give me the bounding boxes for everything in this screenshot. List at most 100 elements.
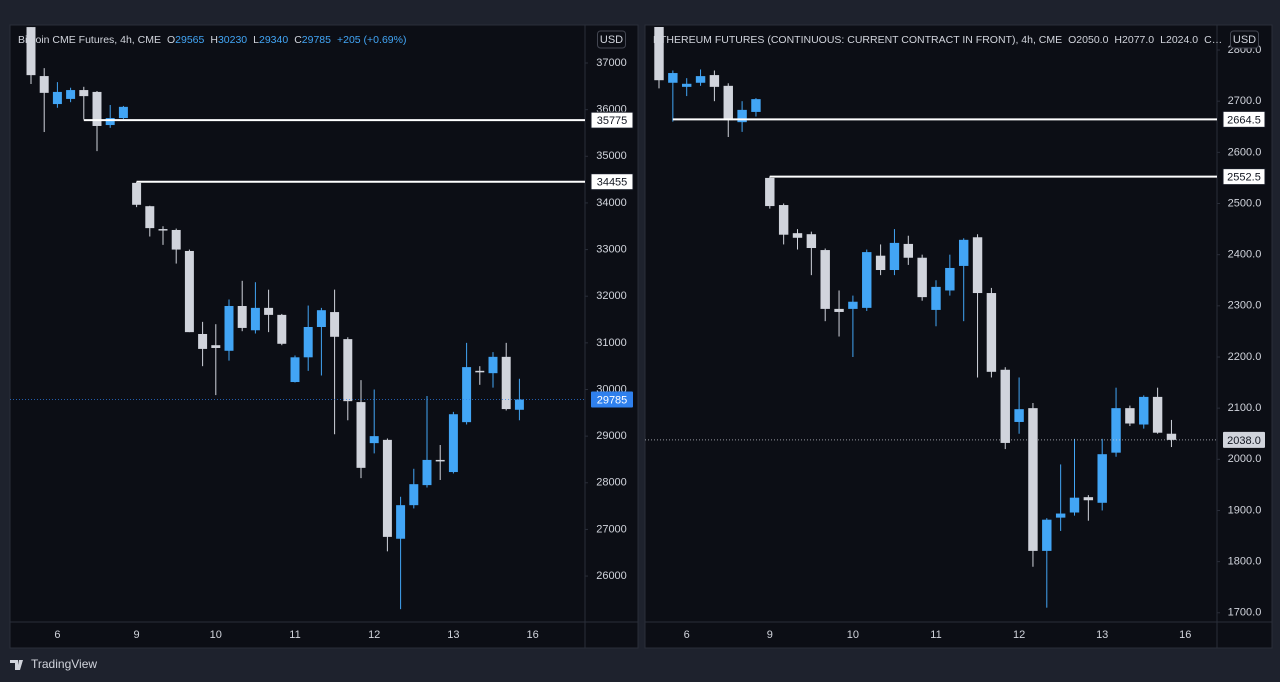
candle-body xyxy=(848,301,858,309)
y-tick-label: 32000 xyxy=(596,290,627,302)
x-tick-label: 6 xyxy=(684,629,690,641)
x-tick-label: 10 xyxy=(847,629,859,641)
candle-body xyxy=(501,356,511,410)
candle-body xyxy=(224,306,234,351)
candle-body xyxy=(92,91,102,126)
currency-box xyxy=(1230,30,1259,49)
candle-body xyxy=(695,76,706,83)
y-tick-label: 2500.0 xyxy=(1228,197,1262,209)
legend-change: +205 (+0.69%) xyxy=(337,34,406,46)
price-label: 2038.0 xyxy=(1227,435,1261,447)
candle-body xyxy=(945,267,955,291)
candle-body xyxy=(435,459,445,462)
x-tick-label: 13 xyxy=(447,629,459,641)
candle-body xyxy=(903,243,914,258)
candle-body xyxy=(277,314,287,344)
x-tick-label: 12 xyxy=(368,629,380,641)
candle-body xyxy=(171,229,181,250)
legend-value: 29565 xyxy=(175,34,204,46)
legend-value: 30230 xyxy=(218,34,247,46)
candle-body xyxy=(681,83,692,87)
legend-header: ETHEREUM FUTURES (CONTINUOUS: CURRENT CO… xyxy=(653,34,1222,46)
price-label-box xyxy=(591,391,633,408)
y-tick-label: 2000.0 xyxy=(1228,453,1262,465)
candle-body xyxy=(654,27,664,81)
candle-body xyxy=(118,106,128,119)
legend-value: 29340 xyxy=(259,34,288,46)
candle-body xyxy=(737,109,747,123)
candles xyxy=(654,27,1177,608)
y-tick-label: 33000 xyxy=(596,243,627,255)
x-tick-label: 16 xyxy=(1179,629,1191,641)
candle-body xyxy=(986,293,997,372)
y-tick-label: 28000 xyxy=(596,477,627,489)
candle-body xyxy=(875,255,886,271)
level-label: 2664.5 xyxy=(1227,114,1261,126)
y-tick-label: 34000 xyxy=(596,197,627,209)
legend-key: L xyxy=(1160,34,1166,46)
candle-body xyxy=(751,99,761,112)
logo-icon xyxy=(10,660,23,670)
level-label-box xyxy=(590,173,634,191)
candle-body xyxy=(792,233,803,238)
x-tick-label: 10 xyxy=(210,629,222,641)
y-tick-label: 2100.0 xyxy=(1228,402,1262,414)
legend-key: H xyxy=(1114,34,1122,46)
candle-body xyxy=(765,177,775,207)
y-tick-label: 2300.0 xyxy=(1228,300,1262,312)
candle-body xyxy=(237,306,247,328)
candle-body xyxy=(211,345,221,348)
level-label-box xyxy=(1222,110,1266,128)
candle-body xyxy=(382,439,392,537)
candle-body xyxy=(862,252,872,308)
x-tick-label: 13 xyxy=(1096,629,1108,641)
y-tick-label: 2200.0 xyxy=(1228,351,1262,363)
candle-body xyxy=(889,242,900,271)
candle-body xyxy=(158,229,168,231)
legend-value: 2077.0 xyxy=(1122,34,1154,46)
candle-body xyxy=(396,505,406,539)
candle-body xyxy=(145,206,155,229)
x-tick-label: 9 xyxy=(134,629,140,641)
candle-body xyxy=(1028,408,1038,551)
legend-title: Bitcoin CME Futures, 4h, CME xyxy=(18,34,161,46)
candle-body xyxy=(132,182,142,205)
y-tick-label: 35000 xyxy=(596,150,627,162)
candle-body xyxy=(79,90,89,97)
y-tick-label: 37000 xyxy=(596,57,627,69)
candle-body xyxy=(105,118,115,126)
candle-body xyxy=(778,205,789,235)
candle-body xyxy=(250,307,260,331)
legend-header: Bitcoin CME Futures, 4h, CME O29565 H30230… xyxy=(18,34,406,46)
candle-body xyxy=(422,459,432,486)
x-tick-label: 9 xyxy=(767,629,773,641)
candle-body xyxy=(462,367,472,423)
candle-body xyxy=(834,308,844,312)
candle-body xyxy=(1000,369,1010,443)
x-tick-label: 12 xyxy=(1013,629,1025,641)
x-tick-label: 11 xyxy=(289,629,300,641)
price-label: 29785 xyxy=(597,394,628,406)
price-label-box xyxy=(1223,431,1265,448)
legend-key: H xyxy=(210,34,218,46)
legend-title: ETHEREUM FUTURES (CONTINUOUS: CURRENT CO… xyxy=(653,34,1062,46)
x-tick-label: 11 xyxy=(930,629,941,641)
candle-body xyxy=(343,339,353,402)
candle-body xyxy=(972,237,983,294)
candle-body xyxy=(330,312,340,337)
candle-body xyxy=(1166,433,1177,440)
candle-body xyxy=(709,75,720,87)
candle-body xyxy=(1069,497,1080,513)
candle-body xyxy=(39,76,49,93)
candle-body xyxy=(806,234,817,249)
y-tick-label: 1900.0 xyxy=(1228,504,1262,516)
chart-panel: 1700.0 1800.0 1900.0 2000.0 2100.0 2200.0 2300… xyxy=(644,24,1273,649)
candle-body xyxy=(448,414,458,473)
level-label: 2552.5 xyxy=(1227,172,1261,184)
y-tick-label: 2700.0 xyxy=(1228,95,1262,107)
legend-key: O xyxy=(1068,34,1076,46)
candle-body xyxy=(1097,454,1107,503)
candles xyxy=(26,27,524,610)
candle-body xyxy=(723,85,733,121)
